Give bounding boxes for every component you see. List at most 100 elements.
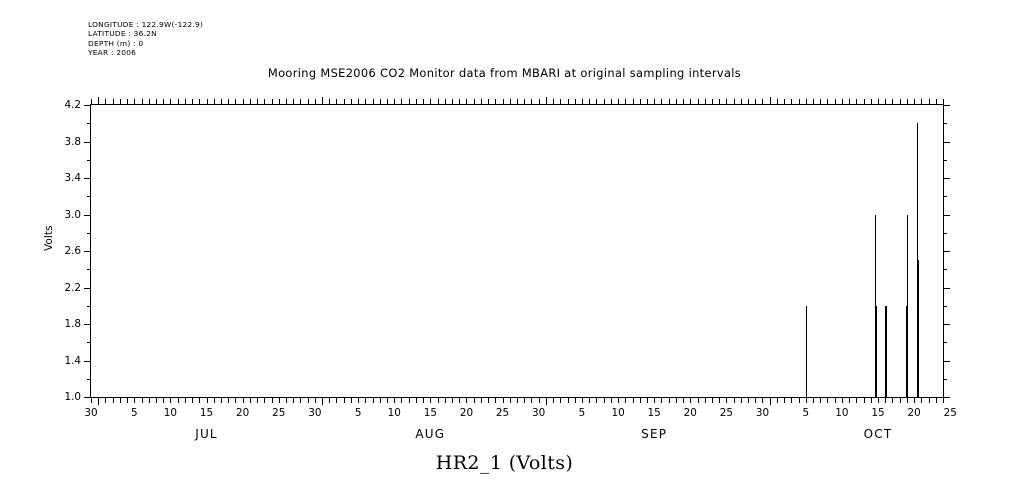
x-axis-day-tick [914, 397, 916, 403]
x-axis-day-tick [610, 99, 612, 105]
x-axis-day-tick [163, 99, 165, 105]
y-axis-tick [84, 214, 91, 216]
x-axis-day-tick [293, 397, 295, 403]
x-axis-day-tick [249, 99, 251, 105]
x-axis-day-tick [401, 99, 403, 105]
x-axis-day-tick [841, 397, 843, 403]
x-axis-day-tick [755, 99, 757, 105]
x-axis-day-tick [394, 99, 396, 105]
x-axis-day-tick [574, 397, 576, 403]
x-axis-day-tick [220, 99, 222, 105]
y-axis-tick-label: 4.2 [64, 99, 81, 111]
x-axis-day-tick [480, 99, 482, 105]
x-axis-day-tick [625, 397, 627, 403]
x-axis-day-tick [748, 99, 750, 105]
x-axis-day-tick [849, 99, 851, 105]
x-axis-day-tick [618, 397, 620, 403]
x-axis-day-tick [661, 397, 663, 403]
x-axis-day-tick [827, 99, 829, 105]
x-axis-day-tick [91, 397, 92, 403]
y-axis-minor-tick [87, 232, 91, 234]
x-axis-day-tick [242, 397, 244, 403]
x-axis-day-tick [350, 397, 352, 403]
y-axis-tick [84, 287, 91, 289]
x-axis-day-tick [856, 99, 858, 105]
x-axis-day-tick [791, 99, 793, 105]
x-axis-day-tick [654, 397, 656, 403]
x-axis-day-tick [444, 397, 446, 403]
x-axis-day-tick [639, 397, 641, 403]
x-axis-day-tick [170, 397, 172, 403]
y-axis-minor-tick [87, 123, 91, 125]
x-axis-day-tick [755, 397, 757, 403]
x-axis-day-tick [683, 99, 685, 105]
x-axis-tick-label: 25 [719, 407, 733, 419]
x-axis-day-tick [235, 397, 237, 403]
x-axis-day-tick [278, 99, 280, 105]
x-axis-day-tick [408, 397, 410, 403]
station-metadata: LONGITUDE : 122.9W(-122.9) LATITUDE : 36… [88, 20, 203, 58]
x-axis-day-tick [870, 99, 872, 105]
x-axis-day-tick [906, 99, 908, 105]
x-axis-day-tick [668, 397, 670, 403]
x-axis-day-tick [329, 397, 331, 403]
y-axis-tick [84, 360, 91, 362]
x-axis-day-tick [531, 99, 533, 105]
x-axis-day-tick [134, 99, 136, 105]
y-axis-minor-tick [87, 305, 91, 307]
x-axis-tick-label: 20 [683, 407, 697, 419]
x-axis-day-tick [560, 99, 562, 105]
x-axis-tick-label: 20 [236, 407, 250, 419]
x-axis-day-tick [567, 99, 569, 105]
x-axis-day-tick [574, 99, 576, 105]
x-axis-day-tick [581, 99, 583, 105]
x-axis-day-tick [423, 397, 425, 403]
x-axis-day-tick [697, 99, 699, 105]
x-axis-day-tick [365, 397, 367, 403]
x-axis-day-tick [524, 99, 526, 105]
depth-text: DEPTH (m) : 0 [88, 38, 144, 48]
x-axis-day-tick [228, 99, 230, 105]
x-axis-day-tick [820, 397, 822, 403]
x-axis-day-tick [928, 99, 930, 105]
x-axis-tick-label: 20 [907, 407, 921, 419]
y-axis-tick-label: 2.6 [64, 245, 81, 257]
x-axis-day-tick [271, 99, 273, 105]
x-axis-day-tick [220, 397, 222, 403]
x-axis-day-tick [885, 99, 887, 105]
y-axis-tick [943, 324, 950, 325]
x-axis-day-tick [379, 99, 381, 105]
x-axis-day-tick [596, 99, 598, 105]
x-axis-day-tick [639, 99, 641, 105]
y-axis-tick [943, 287, 950, 289]
x-axis-day-tick [567, 397, 569, 403]
x-axis-day-tick [762, 99, 764, 105]
x-axis-day-tick [300, 397, 302, 403]
x-axis-tick-label: 15 [423, 407, 437, 419]
x-axis-month-label: AUG [415, 427, 446, 441]
x-axis-day-tick [581, 397, 583, 403]
x-axis-day-tick [199, 99, 201, 105]
x-axis-day-tick [271, 397, 273, 403]
x-axis-day-tick [387, 99, 389, 105]
x-axis-tick-label: 5 [131, 407, 138, 419]
x-axis-day-tick [459, 397, 461, 403]
y-axis-tick [84, 324, 91, 325]
y-axis-tick [84, 251, 91, 252]
x-axis-day-tick [538, 99, 540, 105]
x-axis-day-tick [668, 99, 670, 105]
x-axis-day-tick [307, 99, 309, 105]
x-axis-month-tick [322, 397, 324, 405]
x-axis-day-tick [943, 397, 944, 403]
x-axis-day-tick [827, 397, 829, 403]
x-axis-day-tick [690, 397, 692, 403]
x-axis-day-tick [517, 99, 518, 105]
x-axis-day-tick [184, 397, 186, 403]
y-axis-tick [943, 141, 950, 143]
x-axis-tick-label: 30 [755, 407, 770, 419]
x-axis-day-tick [249, 397, 251, 403]
y-axis-minor-tick [943, 196, 947, 198]
x-axis-day-tick [762, 397, 764, 403]
x-axis-day-tick [517, 397, 518, 403]
x-axis-day-tick [603, 397, 605, 403]
